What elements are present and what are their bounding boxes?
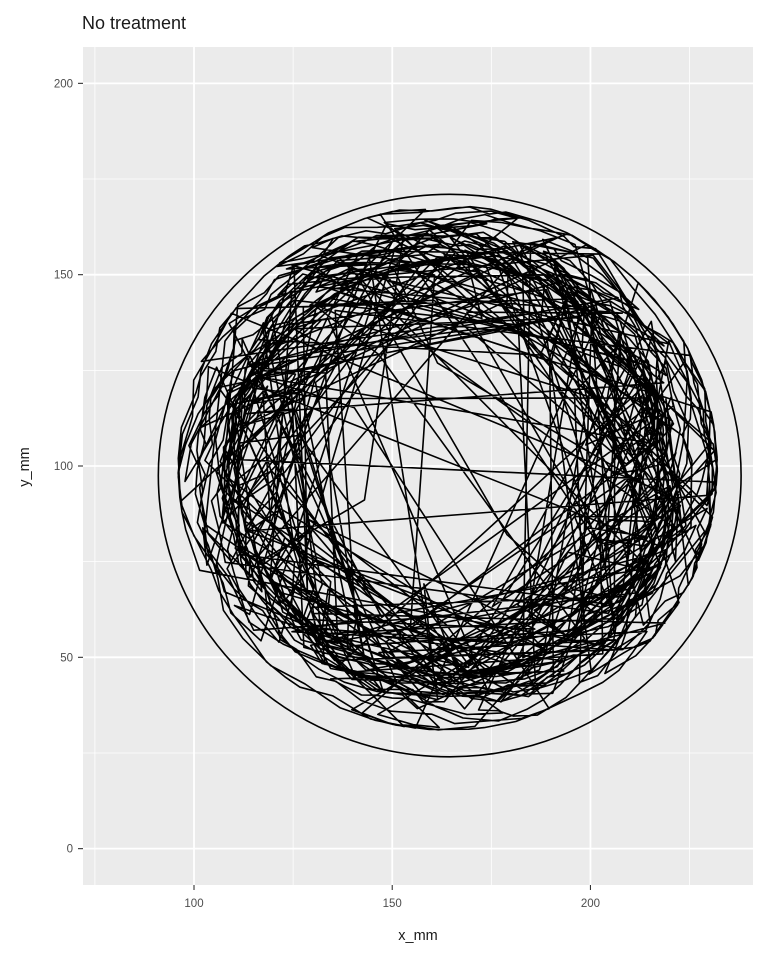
track-series xyxy=(177,205,719,731)
y-tick-label: 100 xyxy=(54,461,73,473)
arena-circle xyxy=(157,193,742,758)
y-tick-label: 200 xyxy=(54,78,73,90)
y-axis-label: y_mm xyxy=(17,447,33,486)
y-axis: 0 50 100 150 200 xyxy=(54,78,83,856)
x-axis: 100 150 200 xyxy=(184,885,600,910)
x-tick-label: 200 xyxy=(581,898,600,910)
arena-boundary xyxy=(157,193,742,758)
y-tick-label: 0 xyxy=(67,844,73,856)
x-tick-label: 150 xyxy=(383,898,402,910)
x-axis-label: x_mm xyxy=(398,928,437,944)
x-tick-label: 100 xyxy=(184,898,203,910)
chart-title: No treatment xyxy=(82,13,186,33)
y-tick-label: 150 xyxy=(54,270,73,282)
y-tick-label: 50 xyxy=(60,652,73,664)
track-path xyxy=(177,205,719,731)
